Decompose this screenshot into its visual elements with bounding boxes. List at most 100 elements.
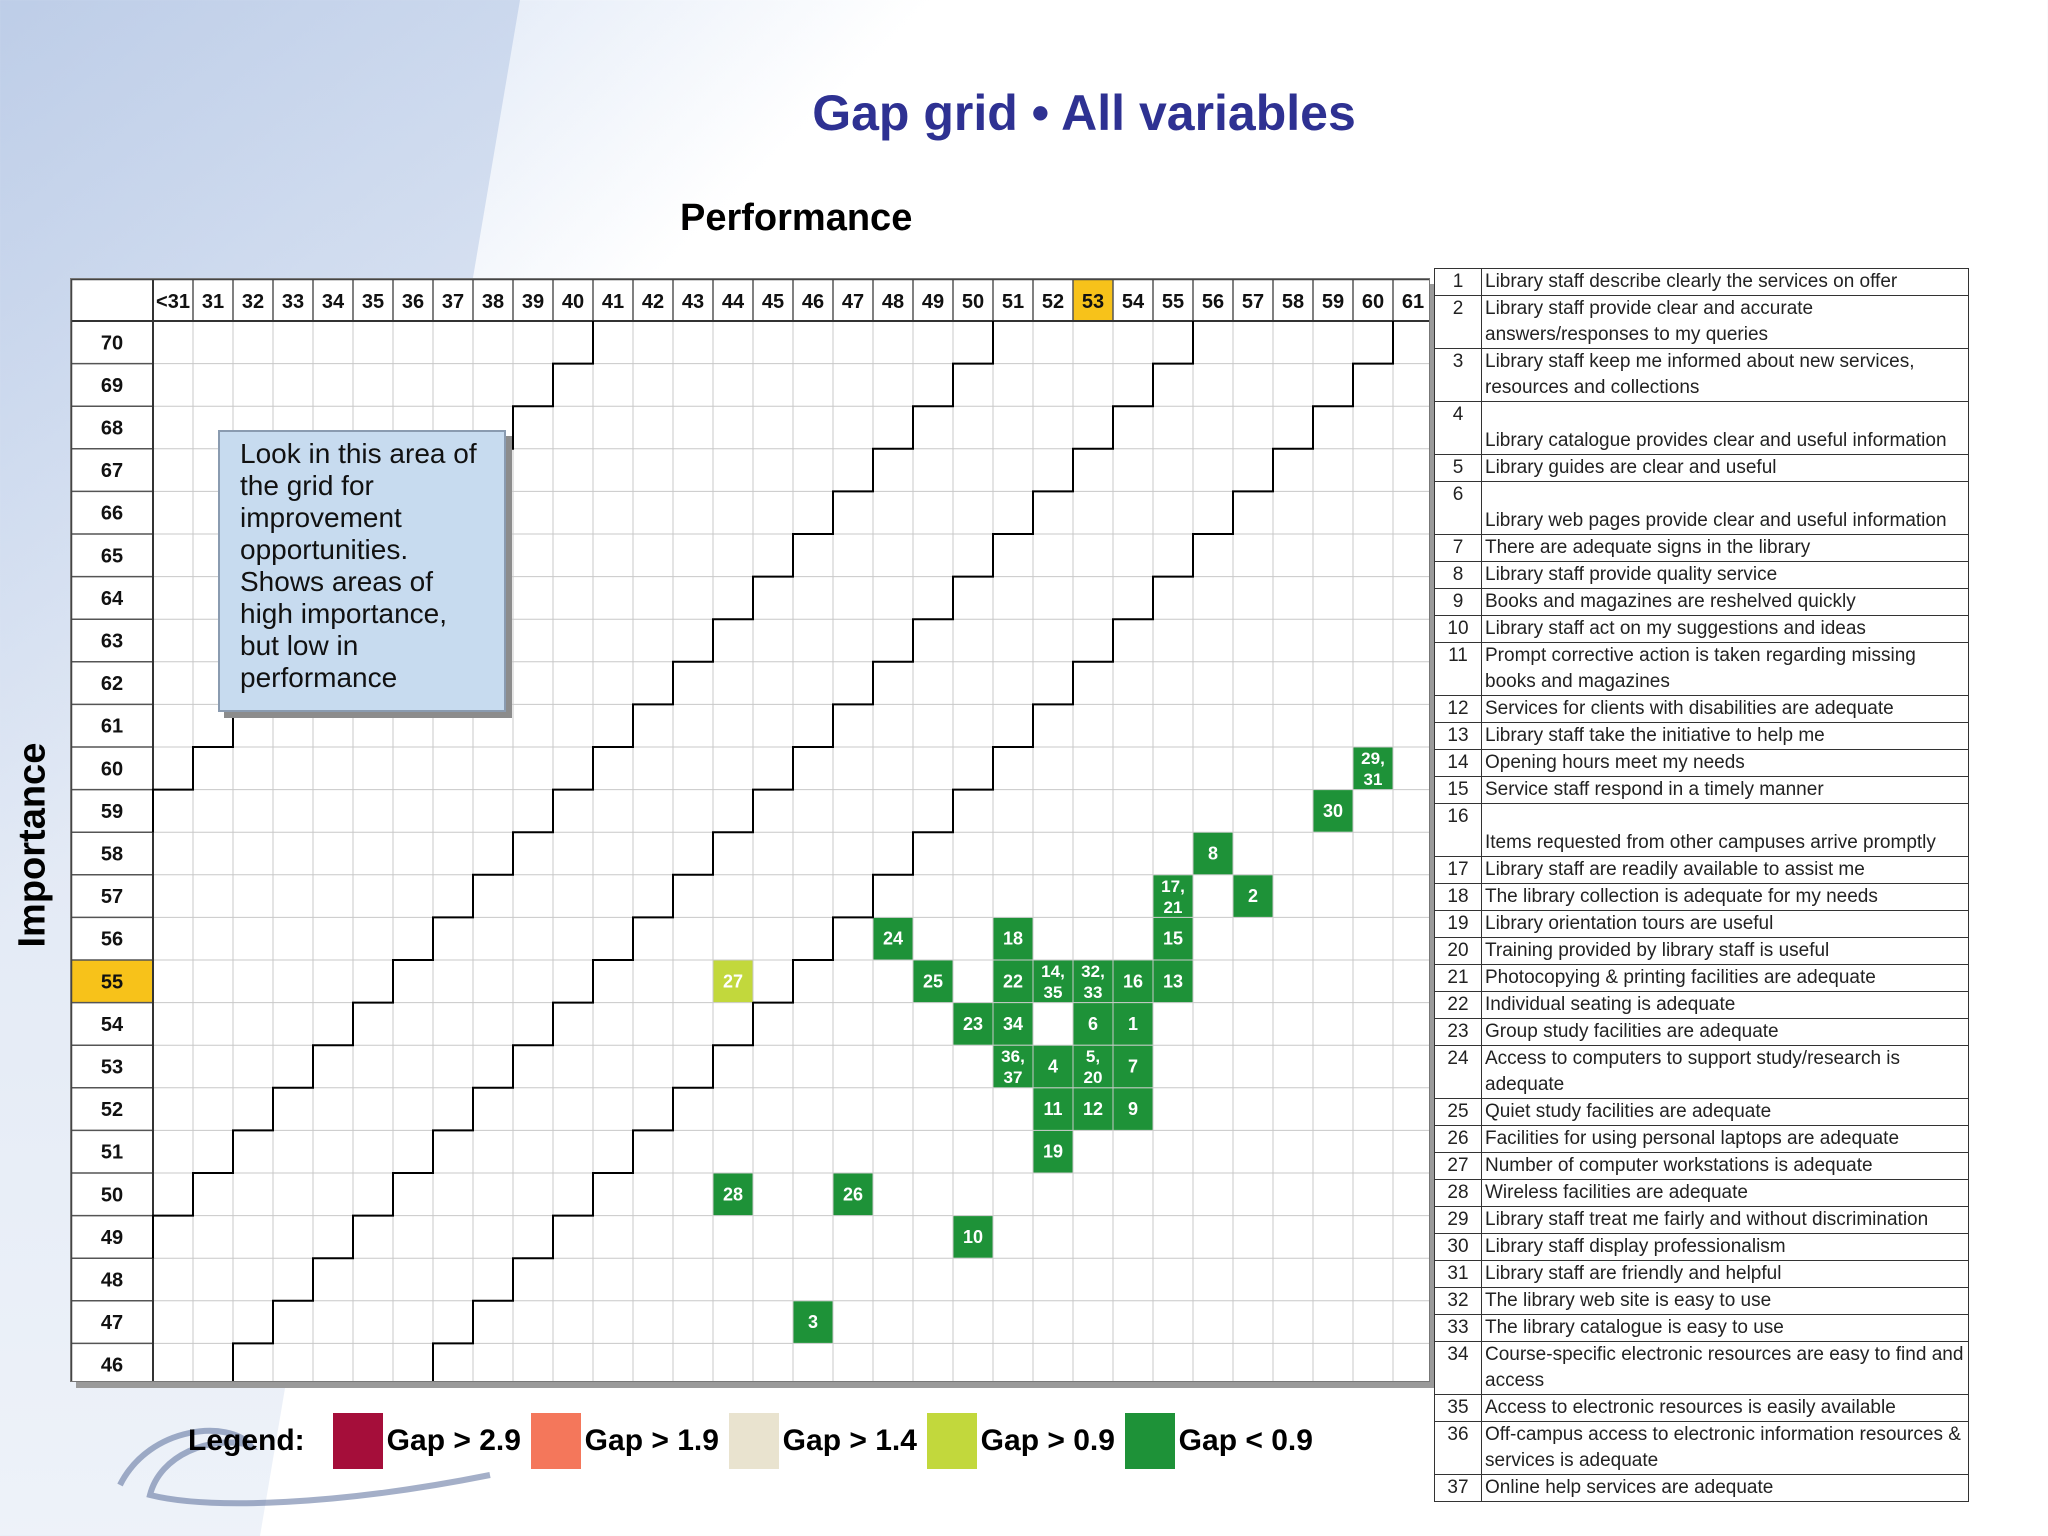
key-description: Books and magazines are reshelved quickl… <box>1481 588 1969 616</box>
legend-title: Legend: <box>188 1424 305 1457</box>
y-highlight-cell <box>71 960 153 1003</box>
key-description: Library staff act on my suggestions and … <box>1481 615 1969 643</box>
key-number: 6 <box>1434 481 1482 535</box>
y-tick-label: 51 <box>101 1142 123 1164</box>
y-tick-label: 66 <box>101 503 123 525</box>
key-row: 24 Access to computers to support study/r… <box>1434 1045 1969 1099</box>
data-cell-label: 1 <box>1128 1014 1138 1034</box>
key-description: Library orientation tours are useful <box>1481 910 1969 938</box>
data-cell-label: 34 <box>1003 1014 1023 1034</box>
data-cell <box>1033 1130 1073 1173</box>
gap-staircase-line <box>432 321 1394 1381</box>
key-row: 1 Library staff describe clearly the serv… <box>1434 268 1969 296</box>
x-tick-label: 50 <box>962 291 984 313</box>
data-cell-label: 30 <box>1323 801 1343 821</box>
data-cell-label: 25 <box>923 971 943 991</box>
y-tick-label: 65 <box>101 545 123 567</box>
gap-staircase-line <box>232 321 1194 1381</box>
key-number: 37 <box>1434 1474 1482 1502</box>
key-number: 2 <box>1434 295 1482 349</box>
y-tick-label: 50 <box>101 1184 123 1206</box>
x-tick-label: 36 <box>402 291 424 313</box>
key-row: 11 Prompt corrective action is taken rega… <box>1434 642 1969 696</box>
key-row: 3 Library staff keep me informed about ne… <box>1434 348 1969 402</box>
key-number: 29 <box>1434 1206 1482 1234</box>
data-cell-label: 35 <box>1044 983 1063 1002</box>
data-cell-label: 15 <box>1163 929 1183 949</box>
x-tick-label: 37 <box>442 291 464 313</box>
key-description: The library collection is adequate for m… <box>1481 883 1969 911</box>
key-number: 30 <box>1434 1233 1482 1261</box>
data-cell-label: 14, <box>1041 962 1065 981</box>
key-number: 14 <box>1434 749 1482 777</box>
x-tick-label: 39 <box>522 291 544 313</box>
y-tick-label: 46 <box>101 1355 123 1377</box>
key-row: 25 Quiet study facilities are adequate <box>1434 1098 1969 1126</box>
key-number: 34 <box>1434 1341 1482 1395</box>
data-cell-label: 19 <box>1043 1142 1063 1162</box>
data-cell <box>953 1003 993 1045</box>
page-title: Gap grid • All variables <box>812 85 1356 141</box>
y-tick-label: 57 <box>101 886 123 908</box>
legend-label: Gap > 1.9 <box>584 1424 719 1457</box>
y-tick-label: 59 <box>101 801 123 823</box>
key-description: Photocopying & printing facilities are a… <box>1481 964 1969 992</box>
key-description: Library staff provide clear and accurate… <box>1481 295 1969 349</box>
x-tick-label: 43 <box>682 291 704 313</box>
key-row: 9 Books and magazines are reshelved quick… <box>1434 588 1969 616</box>
data-cell <box>1313 790 1353 832</box>
data-cell <box>1073 1003 1113 1045</box>
x-tick-label: 44 <box>722 291 745 313</box>
x-tick-label: 46 <box>802 291 824 313</box>
key-description: Items requested from other campuses arri… <box>1481 803 1969 857</box>
key-description: Wireless facilities are adequate <box>1481 1179 1969 1207</box>
key-row: 8 Library staff provide quality service <box>1434 561 1969 589</box>
data-cell-label: 31 <box>1364 770 1383 789</box>
y-tick-label: 60 <box>101 758 123 780</box>
data-cell <box>1153 960 1193 1003</box>
key-row: 2 Library staff provide clear and accurat… <box>1434 295 1969 349</box>
y-tick-label: 52 <box>101 1099 123 1121</box>
legend-label: Gap > 2.9 <box>386 1424 521 1457</box>
key-row: 37 Online help services are adequate <box>1434 1474 1969 1502</box>
logo-swoosh <box>117 1427 491 1507</box>
key-number: 9 <box>1434 588 1482 616</box>
key-description: Library staff take the initiative to hel… <box>1481 722 1969 750</box>
x-tick-label: 32 <box>242 291 264 313</box>
callout-note: Look in this area of the grid for improv… <box>218 430 506 712</box>
key-number: 19 <box>1434 910 1482 938</box>
gap-staircase-line <box>152 321 994 1259</box>
data-cell-label: 13 <box>1163 971 1183 991</box>
key-description: Library catalogue provides clear and use… <box>1481 401 1969 455</box>
key-description: Library staff provide quality service <box>1481 561 1969 589</box>
data-cell <box>1113 1003 1153 1045</box>
y-tick-label: 69 <box>101 375 123 397</box>
key-description: Library staff display professionalism <box>1481 1233 1969 1261</box>
key-row: 19 Library orientation tours are useful <box>1434 910 1969 938</box>
y-tick-label: 68 <box>101 418 123 440</box>
key-description: Group study facilities are adequate <box>1481 1018 1969 1046</box>
data-cell-label: 12 <box>1083 1099 1103 1119</box>
key-number: 32 <box>1434 1287 1482 1315</box>
key-row: 26 Facilities for using personal laptops … <box>1434 1125 1969 1153</box>
key-row: 22 Individual seating is adequate <box>1434 991 1969 1019</box>
key-number: 11 <box>1434 642 1482 696</box>
y-tick-label: 64 <box>101 588 124 610</box>
key-number: 10 <box>1434 615 1482 643</box>
key-number: 12 <box>1434 695 1482 723</box>
data-cell-label: 26 <box>843 1184 863 1204</box>
key-number: 22 <box>1434 991 1482 1019</box>
key-row: 32 The library web site is easy to use <box>1434 1287 1969 1315</box>
data-cell-label: 18 <box>1003 929 1023 949</box>
key-row: 23 Group study facilities are adequate <box>1434 1018 1969 1046</box>
x-tick-label: 49 <box>922 291 944 313</box>
legend-swatch <box>728 1413 779 1469</box>
data-cell <box>1353 747 1393 790</box>
key-number: 28 <box>1434 1179 1482 1207</box>
key-number: 13 <box>1434 722 1482 750</box>
data-cell <box>1153 917 1193 960</box>
key-row: 18 The library collection is adequate for… <box>1434 883 1969 911</box>
x-tick-label: 51 <box>1002 291 1024 313</box>
data-cell <box>1153 875 1193 917</box>
legend: Legend: Gap > 2.9 Gap > 1.9 Gap > 1.4 Gap >… <box>188 1412 1323 1470</box>
